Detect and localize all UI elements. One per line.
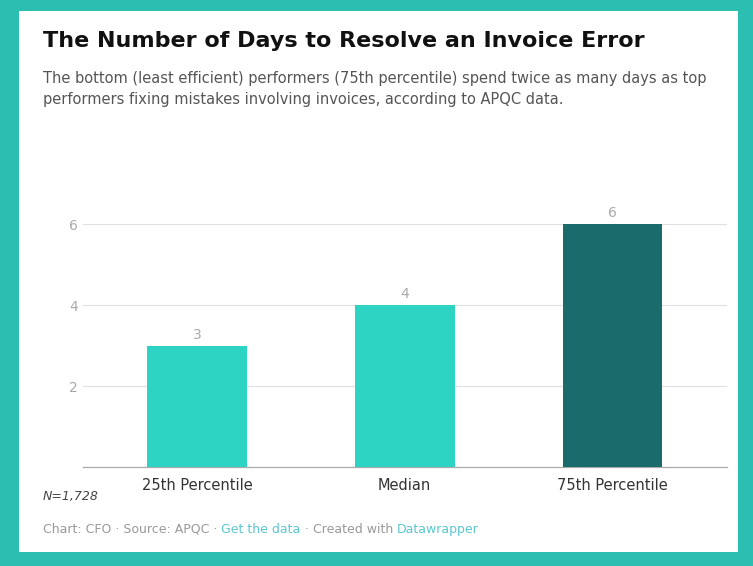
Text: Chart: CFO · Source: APQC ·: Chart: CFO · Source: APQC · — [43, 523, 221, 536]
Text: Datawrapper: Datawrapper — [397, 523, 479, 536]
Text: N=1,728: N=1,728 — [43, 490, 99, 503]
Bar — [147, 346, 247, 467]
Text: Get the data: Get the data — [221, 523, 300, 536]
Bar — [562, 224, 663, 467]
Text: · Created with: · Created with — [300, 523, 397, 536]
Bar — [355, 305, 455, 467]
Text: The bottom (least efficient) performers (75th percentile) spend twice as many da: The bottom (least efficient) performers … — [43, 71, 706, 107]
Text: The Number of Days to Resolve an Invoice Error: The Number of Days to Resolve an Invoice… — [43, 31, 645, 51]
Text: 6: 6 — [608, 207, 617, 220]
Text: 4: 4 — [401, 287, 409, 301]
Text: 3: 3 — [193, 328, 202, 342]
